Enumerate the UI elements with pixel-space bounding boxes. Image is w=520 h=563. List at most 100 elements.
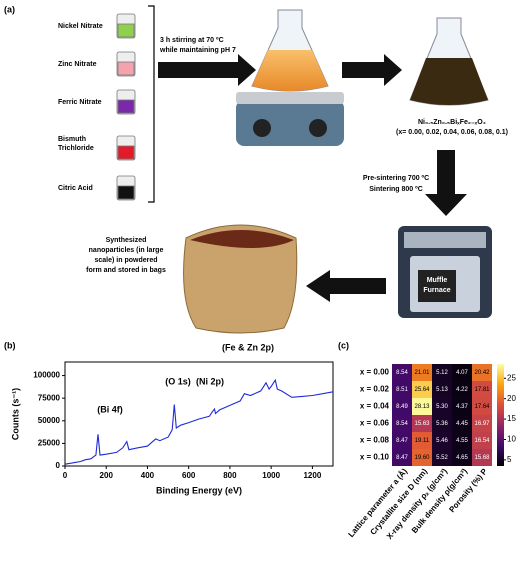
x-tick-label: 600	[182, 471, 196, 480]
cell-label: 4.55	[456, 438, 468, 444]
reagent-label: Zinc Nitrate	[58, 61, 97, 68]
cell-label: 8.54	[396, 370, 408, 376]
row-label: x = 0.08	[360, 436, 390, 445]
cell-label: 16.97	[474, 421, 490, 427]
colorbar-tick-label: 10	[507, 435, 516, 444]
panel-a-art	[116, 5, 492, 334]
x-tick-label: 1000	[262, 471, 280, 480]
peak-annotation: (O 1s)	[165, 376, 191, 386]
product-text: Synthesized	[106, 237, 147, 244]
cell-label: 5.52	[436, 455, 448, 461]
heatmap-cell	[472, 398, 492, 415]
cell-label: 15.68	[474, 455, 490, 461]
colorbar	[497, 364, 504, 466]
process-text: while maintaining pH 7	[159, 47, 236, 54]
reagent-label: Bismuth	[58, 136, 86, 143]
x-tick-label: 0	[63, 471, 68, 480]
peak-annotation: (Fe & Zn 2p)	[222, 342, 274, 352]
heatmap-cell	[432, 432, 452, 449]
cell-label: 17.81	[474, 387, 490, 393]
row-label: x = 0.00	[360, 368, 390, 377]
heatmap-cell	[472, 449, 492, 466]
process-text: 3 h stirring at 70 ºC	[160, 37, 224, 44]
heatmap-cell	[412, 381, 432, 398]
reagent-label: Ferric Nitrate	[58, 99, 102, 106]
y-tick-label: 75000	[38, 393, 61, 402]
cell-label: 15.63	[414, 421, 430, 427]
cell-label: 19.11	[415, 438, 430, 444]
process-text: Sintering 800 ºC	[369, 186, 423, 193]
furnace-label: Furnace	[423, 287, 450, 294]
process-text: Pre-sintering 700 ºC	[363, 175, 429, 182]
product-text: form and stored in bags	[86, 267, 166, 274]
cell-label: 19.60	[414, 455, 430, 461]
x-tick-label: 1200	[303, 471, 321, 480]
cell-label: 16.54	[474, 438, 490, 444]
cell-label: 4.22	[456, 387, 468, 393]
product-text: scale) in powdered	[94, 257, 157, 264]
cell-label: 5.13	[436, 387, 448, 393]
heatmap-cell	[472, 364, 492, 381]
heatmap-cell	[452, 381, 472, 398]
y-tick-label: 25000	[38, 439, 61, 448]
heatmap-cell	[472, 432, 492, 449]
cell-label: 8.47	[396, 455, 408, 461]
heatmap-cell	[392, 449, 412, 466]
cell-label: 4.45	[456, 421, 468, 427]
furnace-label: Muffle	[427, 277, 448, 284]
heatmap-cell	[392, 432, 412, 449]
peak-annotation: (Ni 2p)	[196, 376, 224, 386]
reagent-label: Nickel Nitrate	[58, 23, 103, 30]
heatmap-cell	[412, 398, 432, 415]
heatmap-cell	[472, 415, 492, 432]
colorbar-tick-label: 20	[507, 394, 516, 403]
colorbar-tick-label: 15	[507, 414, 516, 423]
colorbar-tick-label: 25	[507, 373, 516, 382]
cell-label: 25.64	[414, 387, 430, 393]
cell-label: 4.65	[456, 455, 468, 461]
cell-label: 8.54	[396, 421, 408, 427]
heatmap-cell	[432, 364, 452, 381]
cell-label: 4.07	[456, 370, 468, 376]
peak-annotation: (Bi 4f)	[97, 404, 123, 414]
heatmap-cell	[452, 449, 472, 466]
x-axis-label: Binding Energy (eV)	[156, 485, 242, 495]
cell-label: 5.12	[436, 370, 448, 376]
cell-label: 17.64	[474, 404, 490, 410]
heatmap-cell	[452, 415, 472, 432]
cell-label: 5.36	[436, 421, 448, 427]
cell-label: 4.37	[456, 404, 468, 410]
x-values: (x= 0.00, 0.02, 0.04, 0.06, 0.08, 0.1)	[396, 129, 508, 136]
heatmap-cell	[392, 381, 412, 398]
x-tick-label: 400	[141, 471, 155, 480]
y-tick-label: 0	[56, 461, 61, 470]
row-label: x = 0.02	[360, 385, 390, 394]
product-text: nanoparticles (in large	[89, 247, 164, 254]
cell-label: 21.01	[414, 370, 430, 376]
row-label: x = 0.06	[360, 419, 390, 428]
formula: Ni₀.₅Zn₀.₅BiₓFe₂₋ₓO₄	[418, 119, 486, 126]
cell-label: 8.49	[396, 404, 408, 410]
cell-label: 8.47	[396, 438, 408, 444]
plot-frame	[64, 361, 334, 467]
reagent-label: Trichloride	[58, 145, 94, 152]
panel-label: (a)	[4, 4, 15, 14]
heatmap-cell	[392, 398, 412, 415]
heatmap-cell	[392, 415, 412, 432]
heatmap-cell	[452, 364, 472, 381]
y-tick-label: 50000	[38, 416, 61, 425]
heatmap-cell	[432, 398, 452, 415]
heatmap-cell	[472, 381, 492, 398]
heatmap-cell	[412, 449, 432, 466]
y-tick-label: 100000	[33, 371, 60, 380]
panel-label: (c)	[338, 340, 349, 350]
cell-label: 8.51	[396, 387, 408, 393]
spectrum-line	[64, 378, 334, 465]
heatmap-cell	[432, 381, 452, 398]
cell-label: 28.13	[414, 404, 430, 410]
heatmap-cell	[432, 449, 452, 466]
reagent-label: Citric Acid	[58, 185, 93, 192]
heatmap-cell	[432, 415, 452, 432]
heatmap-cell	[452, 432, 472, 449]
